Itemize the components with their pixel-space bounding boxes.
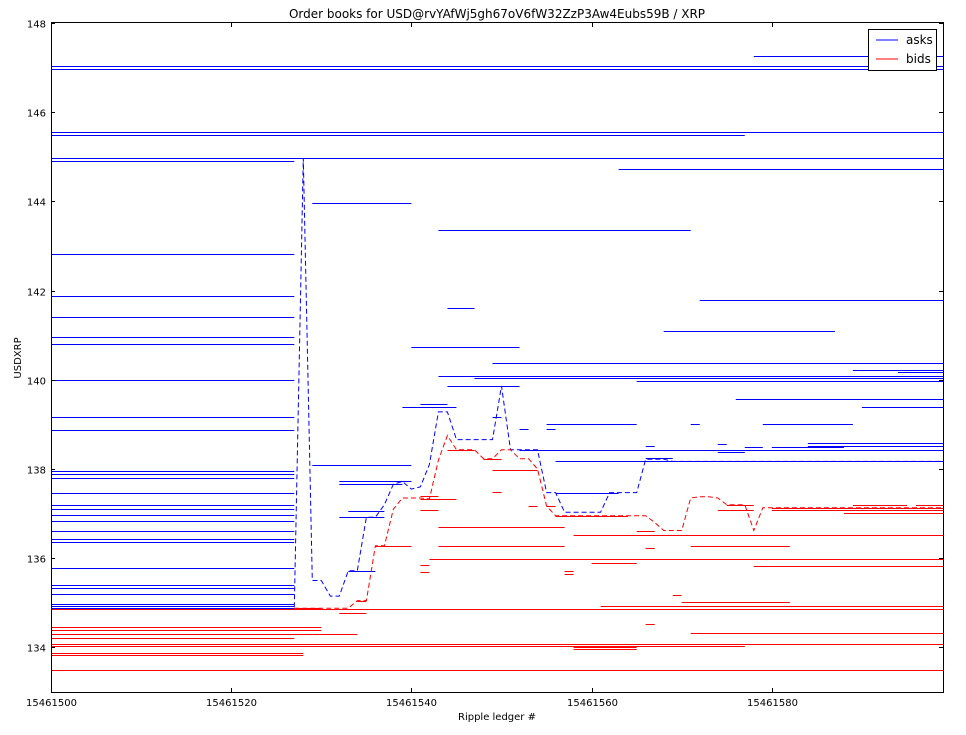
bids-series xyxy=(51,434,943,671)
y-tick-label: 146 xyxy=(27,109,46,120)
legend-asks-label: asks xyxy=(906,33,933,47)
legend-bids-label: bids xyxy=(906,52,931,66)
legend-box xyxy=(868,29,937,71)
y-axis-label: USDXRP xyxy=(13,337,24,378)
x-axis-label: Ripple ledger # xyxy=(458,712,536,723)
y-tick-label: 148 xyxy=(27,20,46,31)
x-axis: 15461500 15461520 15461540 15461560 15461580 xyxy=(26,23,798,709)
x-tick-label: 15461500 xyxy=(26,698,77,709)
y-axis: 134 136 138 140 142 144 146 148 xyxy=(27,20,943,655)
y-tick-label: 134 xyxy=(27,644,46,655)
y-tick-label: 138 xyxy=(27,466,46,477)
bids-best-price-line xyxy=(294,434,943,609)
y-tick-label: 142 xyxy=(27,288,46,299)
series-layer xyxy=(51,56,943,671)
legend: asks bids xyxy=(868,29,937,71)
x-tick-label: 15461580 xyxy=(747,698,798,709)
plot-frame xyxy=(51,22,944,693)
asks-best-price-line xyxy=(293,158,943,608)
chart-title: Order books for USD@rvYAfWj5gh67oV6fW32Z… xyxy=(289,7,705,21)
asks-series xyxy=(51,56,943,609)
x-tick-label: 15461560 xyxy=(567,698,618,709)
x-tick-label: 15461540 xyxy=(386,698,437,709)
y-tick-label: 140 xyxy=(27,377,46,388)
y-tick-label: 136 xyxy=(27,555,46,566)
plot-area xyxy=(51,22,944,693)
x-tick-label: 15461520 xyxy=(206,698,257,709)
plot-background xyxy=(51,23,943,692)
y-tick-label: 144 xyxy=(27,198,46,209)
